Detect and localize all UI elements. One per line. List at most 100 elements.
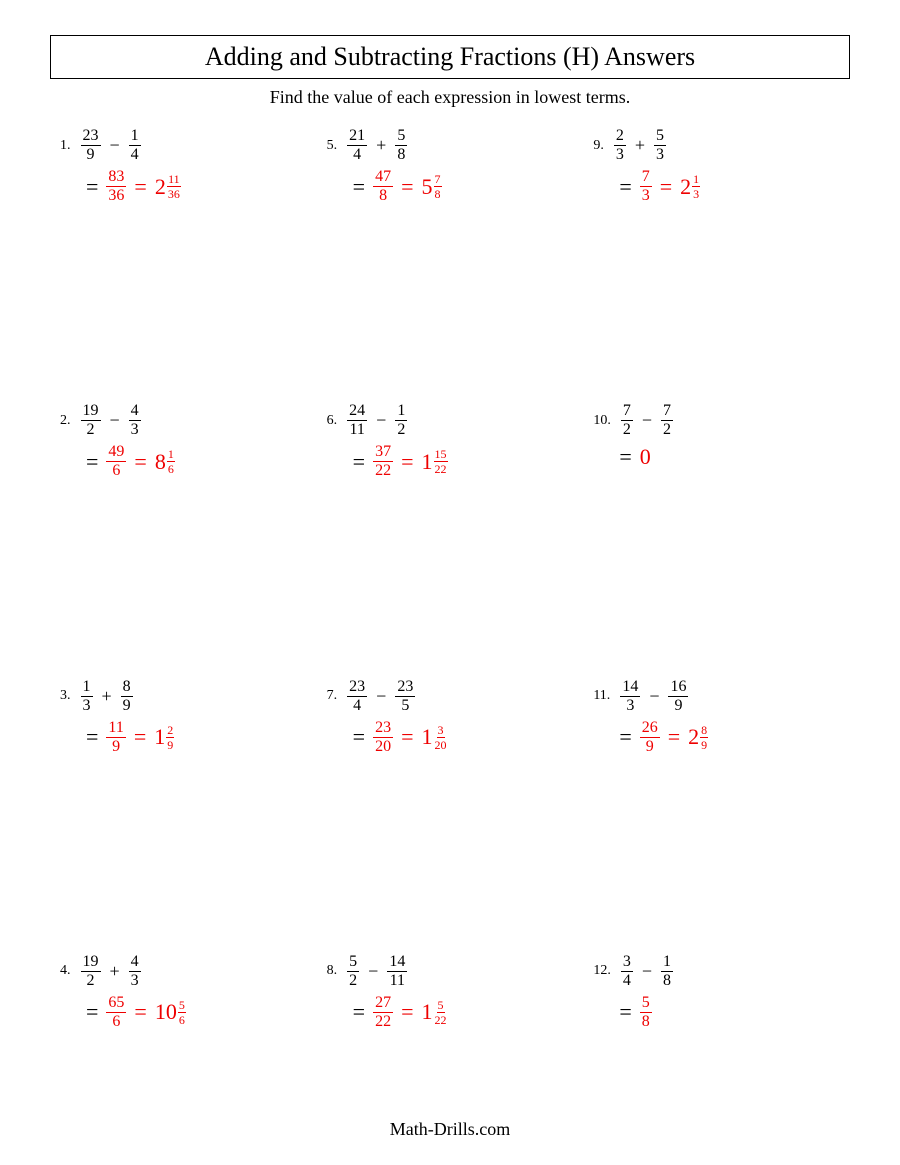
- problem-number: 4.: [60, 963, 71, 979]
- problem: 6. 24 11 − 1 2 = 37 22 = 1 15 2: [327, 403, 574, 558]
- denominator: 6: [167, 462, 175, 475]
- fraction-a: 23 9: [81, 128, 101, 163]
- expression-line: 6. 24 11 − 1 2: [327, 403, 574, 438]
- expression-line: 10. 7 2 − 7 2: [593, 403, 840, 438]
- problem: 8. 5 2 − 14 11 = 27 22 = 1 5 22: [327, 954, 574, 1109]
- fraction-a: 2 3: [614, 128, 626, 163]
- fraction-b: 5 3: [654, 128, 666, 163]
- answer-fraction: 5 8: [640, 995, 652, 1030]
- operator: −: [107, 135, 123, 156]
- numerator: 7: [661, 403, 673, 421]
- mixed-fraction: 15 22: [434, 448, 448, 475]
- answer-line: = 37 22 = 1 15 22: [353, 444, 574, 479]
- operator: +: [99, 686, 115, 707]
- answer-mixed: 10 5 6: [155, 999, 186, 1026]
- equals-sign: =: [619, 174, 631, 200]
- answer-line: = 83 36 = 2 11 36: [86, 169, 307, 204]
- numerator: 8: [121, 679, 133, 697]
- numerator: 15: [434, 448, 448, 462]
- denominator: 22: [434, 1013, 448, 1026]
- answer-mixed: 1 3 20: [422, 724, 448, 751]
- denominator: 2: [347, 972, 359, 989]
- fraction-a: 21 4: [347, 128, 367, 163]
- equals-sign: =: [619, 444, 631, 470]
- problem: 7. 23 4 − 23 5 = 23 20 = 1 3 20: [327, 679, 574, 834]
- problem-number: 2.: [60, 413, 71, 429]
- numerator: 5: [347, 954, 359, 972]
- denominator: 3: [640, 187, 652, 204]
- denominator: 2: [621, 421, 633, 438]
- mixed-whole: 2: [688, 724, 699, 750]
- equals-sign-red: =: [134, 999, 146, 1025]
- fraction-b: 16 9: [668, 679, 688, 714]
- problem-number: 8.: [327, 963, 338, 979]
- numerator: 5: [640, 995, 652, 1013]
- expression-line: 1. 23 9 − 1 4: [60, 128, 307, 163]
- fraction-a: 19 2: [81, 403, 101, 438]
- answer-line: = 49 6 = 8 1 6: [86, 444, 307, 479]
- equals-sign: =: [353, 999, 365, 1025]
- equals-sign: =: [619, 999, 631, 1025]
- denominator: 4: [621, 972, 633, 989]
- answer-zero: 0: [640, 444, 651, 470]
- equals-sign: =: [86, 724, 98, 750]
- fraction-a: 24 11: [347, 403, 367, 438]
- answer-line: = 5 8 =: [619, 995, 840, 1030]
- problem-number: 6.: [327, 413, 338, 429]
- equals-sign-red: =: [401, 449, 413, 475]
- equals-sign-red: =: [660, 174, 672, 200]
- equals-sign-red: =: [401, 999, 413, 1025]
- answer-mixed: 1 2 9: [154, 724, 174, 751]
- denominator: 9: [110, 738, 122, 755]
- denominator: 2: [85, 421, 97, 438]
- problem: 1. 23 9 − 1 4 = 83 36 = 2 11 36: [60, 128, 307, 283]
- answer-fraction: 26 9: [640, 720, 660, 755]
- fraction-a: 5 2: [347, 954, 359, 989]
- equals-sign-red: =: [668, 724, 680, 750]
- numerator: 49: [106, 444, 126, 462]
- fraction-b: 4 3: [129, 403, 141, 438]
- numerator: 14: [387, 954, 407, 972]
- equals-sign: =: [86, 449, 98, 475]
- equals-sign: =: [86, 999, 98, 1025]
- answer-fraction: 37 22: [373, 444, 393, 479]
- denominator: 2: [395, 421, 407, 438]
- numerator: 1: [661, 954, 673, 972]
- equals-sign: =: [353, 449, 365, 475]
- denominator: 8: [661, 972, 673, 989]
- fraction-b: 23 5: [395, 679, 415, 714]
- mixed-whole: 8: [155, 449, 166, 475]
- answer-line: = 23 20 = 1 3 20: [353, 720, 574, 755]
- problem-number: 10.: [593, 413, 611, 429]
- numerator: 1: [81, 679, 93, 697]
- numerator: 47: [373, 169, 393, 187]
- equals-sign-red: =: [401, 724, 413, 750]
- answer-line: = 0 =: [619, 444, 840, 470]
- equals-sign-red: =: [134, 724, 146, 750]
- answer-mixed: 1 5 22: [422, 999, 448, 1026]
- equals-sign-red: =: [401, 174, 413, 200]
- mixed-whole: 2: [155, 174, 166, 200]
- answer-mixed: 8 1 6: [155, 448, 175, 475]
- expression-line: 12. 3 4 − 1 8: [593, 954, 840, 989]
- numerator: 7: [434, 173, 442, 187]
- numerator: 2: [166, 724, 174, 738]
- problem-number: 7.: [327, 688, 338, 704]
- mixed-fraction: 7 8: [434, 173, 442, 200]
- mixed-whole: 5: [422, 174, 433, 200]
- fraction-a: 7 2: [621, 403, 633, 438]
- numerator: 14: [620, 679, 640, 697]
- numerator: 19: [81, 403, 101, 421]
- operator: −: [646, 686, 662, 707]
- problem: 5. 21 4 + 5 8 = 47 8 = 5 7 8: [327, 128, 574, 283]
- numerator: 11: [167, 173, 181, 187]
- denominator: 11: [388, 972, 407, 989]
- answer-fraction: 7 3: [640, 169, 652, 204]
- denominator: 22: [434, 462, 448, 475]
- expression-line: 7. 23 4 − 23 5: [327, 679, 574, 714]
- numerator: 37: [373, 444, 393, 462]
- answer-mixed: 5 7 8: [422, 173, 442, 200]
- operator: +: [632, 135, 648, 156]
- denominator: 8: [377, 187, 389, 204]
- numerator: 5: [178, 999, 186, 1013]
